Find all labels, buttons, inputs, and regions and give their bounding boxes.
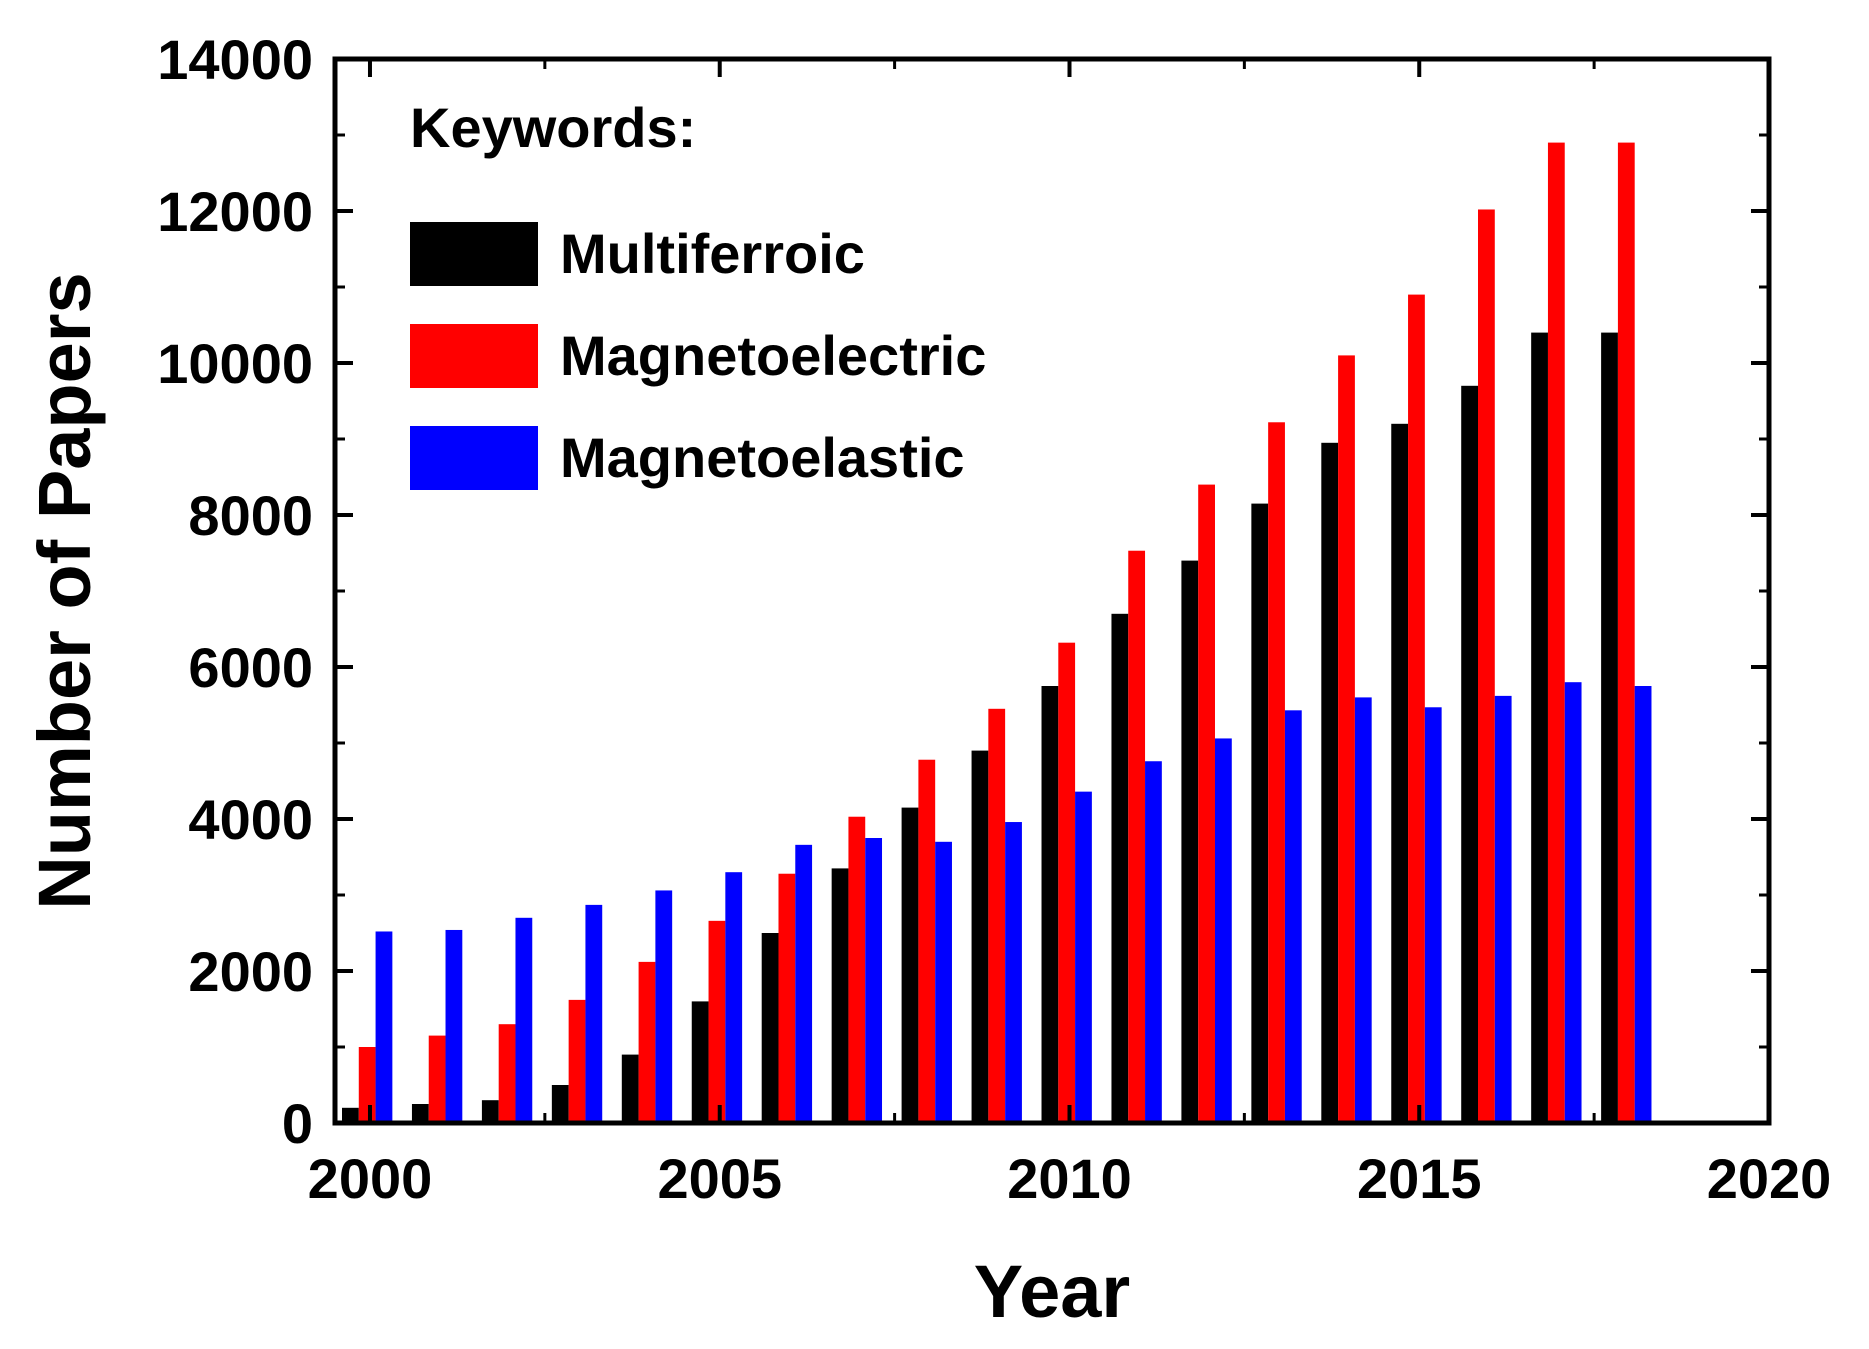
bar-magnetoelastic-2007	[865, 838, 883, 1123]
bar-magnetoelastic-2008	[935, 841, 952, 1123]
bar-magnetoelastic-2004	[655, 890, 673, 1123]
bar-magnetoelastic-2016	[1494, 695, 1512, 1123]
y-tick-label-8000: 8000	[188, 484, 313, 547]
bar-magnetoelastic-2011	[1145, 761, 1162, 1123]
bar-multiferroic-2008	[901, 807, 919, 1123]
bar-multiferroic-2014	[1321, 442, 1339, 1123]
bar-multiferroic-2005	[691, 1001, 709, 1123]
bar-magnetoelectric-2016	[1478, 209, 1495, 1124]
bar-magnetoelastic-2006	[795, 844, 813, 1123]
legend-title: Keywords:	[410, 96, 696, 159]
bar-magnetoelastic-2012	[1214, 738, 1232, 1123]
bar-magnetoelectric-2007	[848, 816, 866, 1123]
bar-magnetoelastic-2017	[1564, 682, 1582, 1123]
bar-magnetoelectric-2017	[1547, 142, 1565, 1124]
x-tick-label-2005: 2005	[657, 1147, 782, 1210]
bar-multiferroic-2017	[1531, 332, 1548, 1124]
bar-magnetoelastic-2013	[1284, 710, 1302, 1123]
x-tick-label-2015: 2015	[1357, 1147, 1482, 1210]
bar-multiferroic-2009	[971, 750, 989, 1123]
bar-magnetoelectric-2005	[708, 920, 726, 1123]
bar-multiferroic-2015	[1391, 423, 1409, 1123]
bar-multiferroic-2010	[1041, 686, 1059, 1123]
bar-magnetoelastic-2009	[1005, 822, 1022, 1123]
bar-magnetoelastic-2015	[1424, 707, 1442, 1123]
legend-swatch-magnetoelastic	[410, 426, 538, 490]
y-tick-label-0: 0	[282, 1092, 313, 1155]
legend-label-multiferroic: Multiferroic	[560, 222, 865, 285]
bar-magnetoelectric-2011	[1128, 550, 1146, 1123]
bar-magnetoelastic-2001	[445, 929, 463, 1123]
bar-multiferroic-2007	[831, 868, 849, 1123]
bar-magnetoelastic-2002	[515, 917, 533, 1123]
bar-multiferroic-2001	[411, 1104, 429, 1123]
bar-magnetoelectric-2018	[1617, 142, 1635, 1124]
bar-magnetoelastic-2003	[585, 904, 603, 1123]
bar-multiferroic-2016	[1461, 385, 1478, 1123]
y-tick-label-4000: 4000	[188, 788, 313, 851]
bar-magnetoelastic-2018	[1634, 686, 1652, 1123]
bar-magnetoelastic-2005	[725, 872, 743, 1123]
x-axis-title: Year	[974, 1250, 1130, 1333]
bar-multiferroic-2018	[1601, 332, 1618, 1124]
bar-magnetoelectric-2006	[778, 873, 796, 1123]
bar-magnetoelectric-2013	[1268, 422, 1285, 1123]
bar-multiferroic-2006	[761, 933, 779, 1123]
y-tick-label-6000: 6000	[188, 636, 313, 699]
legend-label-magnetoelectric: Magnetoelectric	[560, 324, 986, 387]
legend-swatch-multiferroic	[410, 222, 538, 286]
x-tick-label-2020: 2020	[1707, 1147, 1832, 1210]
bar-magnetoelectric-2003	[568, 999, 586, 1123]
x-tick-label-2010: 2010	[1007, 1147, 1132, 1210]
bar-magnetoelectric-2009	[988, 708, 1006, 1123]
bar-magnetoelectric-2014	[1338, 355, 1355, 1123]
bar-multiferroic-2002	[481, 1100, 499, 1123]
bars-group	[342, 142, 1652, 1124]
y-tick-label-10000: 10000	[157, 332, 313, 395]
bar-magnetoelectric-2012	[1198, 484, 1215, 1124]
bar-magnetoelectric-2004	[638, 961, 656, 1123]
bar-multiferroic-2004	[621, 1054, 639, 1123]
y-axis-title: Number of Papers	[23, 272, 106, 909]
legend-swatch-magnetoelectric	[410, 324, 538, 388]
bar-magnetoelectric-2010	[1058, 642, 1076, 1123]
y-tick-label-2000: 2000	[188, 940, 313, 1003]
bar-multiferroic-2011	[1111, 613, 1129, 1123]
y-tick-label-12000: 12000	[157, 180, 313, 243]
bar-magnetoelectric-2015	[1408, 294, 1425, 1124]
plot-frame	[332, 56, 1772, 1126]
bar-magnetoelectric-2001	[428, 1035, 446, 1123]
y-tick-label-14000: 14000	[157, 28, 313, 91]
bar-magnetoelastic-2000	[375, 931, 393, 1123]
bar-multiferroic-2003	[551, 1085, 569, 1123]
bar-magnetoelastic-2010	[1075, 791, 1092, 1123]
bar-magnetoelastic-2014	[1354, 697, 1372, 1123]
legend: Keywords: Multiferroic Magnetoelectric Mag…	[410, 96, 986, 490]
bar-magnetoelectric-2008	[918, 759, 936, 1123]
bar-multiferroic-2000	[342, 1107, 359, 1123]
legend-label-magnetoelastic: Magnetoelastic	[560, 426, 965, 489]
bar-magnetoelectric-2000	[358, 1047, 376, 1123]
x-tick-label-2000: 2000	[308, 1147, 433, 1210]
bar-multiferroic-2013	[1251, 503, 1269, 1124]
bar-multiferroic-2012	[1181, 560, 1199, 1123]
bar-magnetoelectric-2002	[498, 1024, 516, 1123]
